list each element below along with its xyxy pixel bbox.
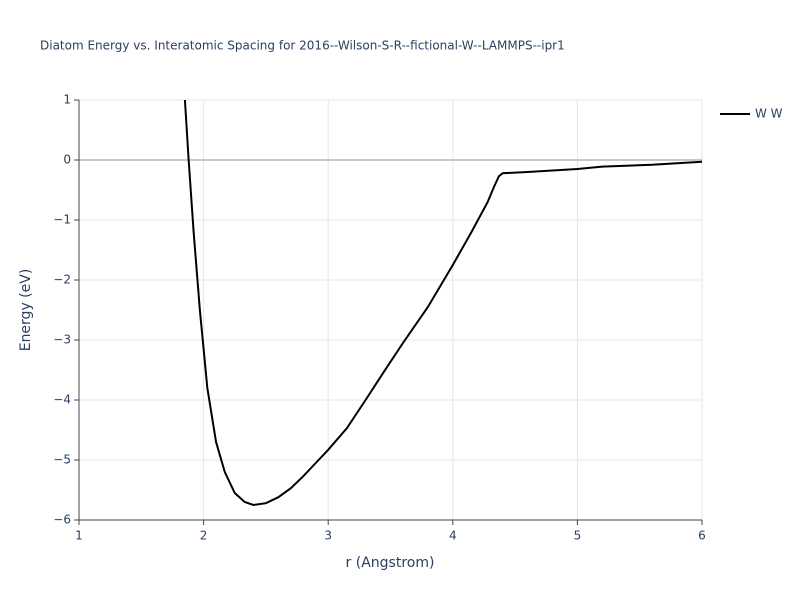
x-tick-label: 3 xyxy=(324,529,332,543)
plot-area xyxy=(183,100,702,507)
y-tick-label: 1 xyxy=(63,93,71,107)
y-tick-label: −4 xyxy=(53,393,71,407)
y-tick-label: 0 xyxy=(63,153,71,167)
y-tick-label: −3 xyxy=(53,333,71,347)
y-tick-label: −6 xyxy=(53,513,71,527)
legend-label: W W xyxy=(755,107,783,121)
y-tick-label: −2 xyxy=(53,273,71,287)
x-axis-label: r (Angstrom) xyxy=(346,555,435,571)
x-tick-label: 6 xyxy=(698,529,706,543)
x-tick-label: 2 xyxy=(200,529,208,543)
chart-title: Diatom Energy vs. Interatomic Spacing fo… xyxy=(40,39,565,53)
y-axis-label: Energy (eV) xyxy=(18,269,34,352)
y-tick-label: −1 xyxy=(53,213,71,227)
x-tick-label: 1 xyxy=(75,529,83,543)
y-tick-label: −5 xyxy=(53,453,71,467)
data-line xyxy=(183,100,702,507)
x-tick-label: 5 xyxy=(574,529,582,543)
x-tick-label: 4 xyxy=(449,529,457,543)
